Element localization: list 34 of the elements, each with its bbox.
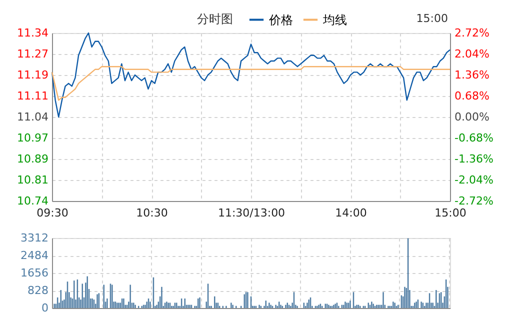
y-tick-label: 10.81 — [17, 174, 48, 186]
legend-label: 价格 — [268, 12, 293, 27]
y-tick-label: 2484 — [20, 249, 48, 262]
x-tick-label: 11:30/13:00 — [218, 206, 286, 220]
y2-tick-label: 2.04% — [454, 48, 490, 60]
y-tick-label: 11.27 — [17, 48, 48, 60]
y-tick-label: 11.11 — [17, 90, 48, 102]
y2-tick-label: -2.72% — [454, 194, 494, 208]
x-tick-label: 09:30 — [36, 206, 68, 220]
y-tick-label: 0 — [42, 302, 48, 314]
y2-tick-label: 2.72% — [454, 26, 490, 40]
y2-tick-label: -0.68% — [454, 132, 494, 144]
x-tick-label: 10:30 — [136, 206, 168, 220]
y-tick-label: 10.97 — [17, 132, 48, 144]
y2-tick-label: 0.68% — [454, 90, 490, 102]
y-tick-label: 11.04 — [17, 110, 48, 124]
y-tick-label: 10.74 — [17, 194, 48, 208]
y-tick-label: 1656 — [20, 266, 48, 280]
y-tick-label: 828 — [28, 284, 48, 297]
y2-tick-label: -2.04% — [454, 174, 494, 186]
y2-tick-label: -1.36% — [454, 152, 494, 166]
y-tick-label: 11.19 — [17, 68, 48, 82]
line-series — [51, 66, 451, 101]
line-series — [51, 32, 451, 118]
x-tick-label: 14:00 — [335, 206, 367, 220]
y-tick-label: 10.89 — [17, 152, 48, 166]
legend-label: 均线 — [322, 12, 347, 27]
text: 15:00 — [416, 12, 448, 25]
x-tick-label: 15:00 — [434, 206, 466, 220]
y-tick-label: 11.34 — [17, 26, 48, 40]
y2-tick-label: 1.36% — [454, 68, 490, 82]
y2-tick-label: 0.00% — [454, 110, 490, 124]
y-tick-label: 3312 — [20, 232, 48, 244]
chart-title: 分时图 — [197, 12, 233, 26]
